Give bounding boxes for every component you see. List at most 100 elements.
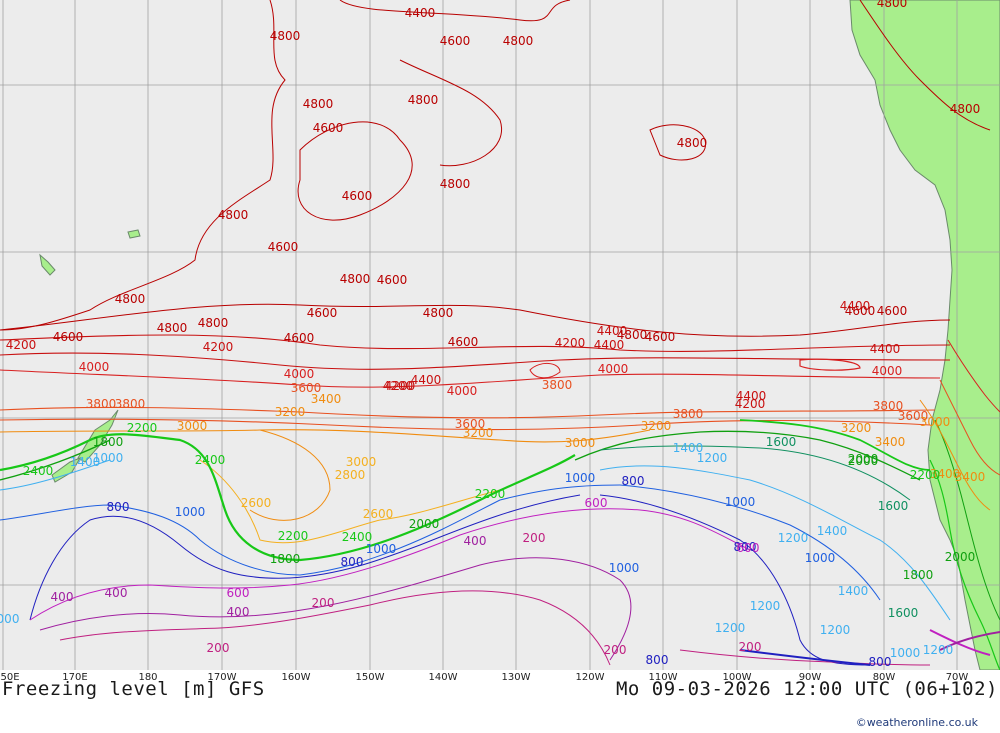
contour-label: 4800 [877, 0, 908, 10]
contour-label: 3000 [346, 455, 377, 469]
longitude-label: 150W [355, 672, 385, 683]
contour-label: 2000 [409, 517, 440, 531]
contour-line [619, 484, 881, 601]
contour-line [599, 465, 951, 621]
contour-label: 1800 [903, 568, 934, 582]
contour-label: 1600 [878, 499, 909, 513]
contour-label: 4000 [284, 367, 315, 381]
contour-label: 1800 [270, 552, 301, 566]
contour-label: 4400 [594, 338, 625, 352]
contour-line [0, 433, 576, 562]
freezing-level-map: 4400 4800 4600 4800 4800 4800 4800 4600 4800 4800… [0, 0, 1000, 670]
contour-label: 2400 [342, 530, 373, 544]
contour-line [399, 59, 503, 167]
contour-label: 4800 [617, 328, 648, 342]
contour-label: 2200 [278, 529, 309, 543]
longitude-label: 140W [428, 672, 458, 683]
longitude-label: 130W [501, 672, 531, 683]
contour-label: 4600 [342, 189, 373, 203]
contour-label: 800 [646, 653, 669, 667]
contour-line [0, 352, 951, 370]
contour-label: 4800 [115, 292, 146, 306]
contour-label: 3600 [455, 417, 486, 431]
contour-label: 4400 [736, 389, 767, 403]
contour-label: 1200 [697, 451, 728, 465]
contour-label: 4600 [845, 304, 876, 318]
map-title: Freezing level [m] GFS [2, 678, 265, 700]
contour-label: 1400 [673, 441, 704, 455]
contour-label: 800 [107, 500, 130, 514]
contour-line [739, 419, 931, 471]
contour-label: 4400 [411, 373, 442, 387]
contour-label: 4600 [440, 34, 471, 48]
contour-label: 3800 [873, 399, 904, 413]
contour-line [0, 439, 111, 481]
contour-label: 4000 [598, 362, 629, 376]
contour-line [739, 649, 871, 666]
contour-label: 600 [737, 541, 760, 555]
contour-label: 4000 [872, 364, 903, 378]
contour-line [0, 334, 951, 352]
contour-line [29, 494, 581, 621]
contour-label: 3400 [311, 392, 342, 406]
contour-label: 400 [105, 586, 128, 600]
contour-label: 1600 [766, 435, 797, 449]
valid-time: Mo 09-03-2026 12:00 UTC (06+102) [615, 678, 998, 700]
contour-label: 200 [312, 596, 335, 610]
longitude-label: 170E [62, 672, 88, 683]
contour-line [199, 459, 501, 544]
contour-line [799, 358, 861, 371]
contour-label: 4200 [203, 340, 234, 354]
contour-label: 4600 [313, 121, 344, 135]
contour-line [599, 445, 911, 501]
contour-label: 2000 [945, 550, 976, 564]
contour-line [599, 494, 871, 666]
contour-label: 2200 [127, 421, 158, 435]
contour-label: 400 [51, 590, 74, 604]
contour-label: 3600 [291, 381, 322, 395]
contour-label: 800 [341, 555, 364, 569]
contour-label: 800 [869, 655, 892, 669]
contour-label: 1800 [93, 435, 124, 449]
longitude-label: 180 [138, 672, 158, 683]
contour-label: 4200 [6, 338, 37, 352]
contour-label: 1600 [888, 606, 919, 620]
contour-label: 4200 [735, 397, 766, 411]
contour-label: 1400 [70, 455, 101, 469]
longitude-label: 100W [722, 672, 752, 683]
contour-label: 3800 [86, 397, 117, 411]
contour-label: 1000 [93, 451, 124, 465]
contour-label: 4600 [448, 335, 479, 349]
contour-line [0, 418, 931, 431]
longitude-label: 160W [281, 672, 311, 683]
contour-label: 4200 [555, 336, 586, 350]
contour-label: 1400 [838, 584, 869, 598]
contour-label: 3800 [673, 407, 704, 421]
contour-line [679, 649, 931, 666]
contour-line [0, 459, 111, 491]
land-new-zealand-south [51, 457, 82, 483]
contour-label: 3000 [565, 436, 596, 450]
contour-label: 4600 [307, 306, 338, 320]
contour-label: 800 [734, 540, 757, 554]
contour-label: 4400 [597, 324, 628, 338]
contour-label: 200 [739, 640, 762, 654]
contour-line [859, 0, 991, 131]
contour-label: 2200 [910, 468, 941, 482]
contour-label: 4800 [157, 321, 188, 335]
contour-label: 4000 [447, 384, 478, 398]
contour-line [939, 379, 1000, 476]
contour-label: 4400 [405, 6, 436, 20]
contour-label: 4200 [385, 379, 416, 393]
contour-label: 4800 [677, 136, 708, 150]
contour-label: 3400 [930, 467, 961, 481]
contour-line [947, 339, 1000, 413]
contour-line [39, 557, 632, 661]
credit-link[interactable]: ©weatheronline.co.uk [855, 716, 978, 729]
contour-label: 800 [622, 474, 645, 488]
contour-line [59, 590, 611, 666]
contour-label: 1200 [923, 643, 954, 657]
contour-label: 4800 [270, 29, 301, 43]
contour-line [529, 363, 561, 379]
contour-label: 1000 [609, 561, 640, 575]
